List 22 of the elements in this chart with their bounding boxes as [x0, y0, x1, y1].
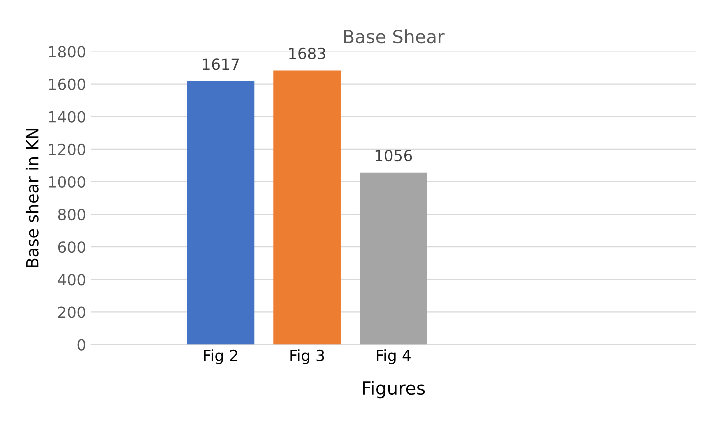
- y-tick-label: 1200: [49, 144, 86, 156]
- y-axis-title: Base shear in KN: [26, 129, 39, 268]
- y-tick-label: 1600: [49, 78, 86, 90]
- x-tick-label: Fig 2: [204, 350, 238, 364]
- chart-title: Base Shear: [344, 30, 445, 44]
- data-label: 1683: [290, 48, 326, 60]
- data-label: 1056: [376, 150, 412, 162]
- y-tick-label: 200: [58, 306, 86, 318]
- y-tick-label: 800: [58, 209, 86, 221]
- y-tick-label: 400: [58, 274, 86, 286]
- bar: [360, 172, 428, 345]
- x-axis-title: Figures: [363, 381, 426, 399]
- x-tick-label: Fig 3: [290, 350, 324, 364]
- x-tick-label: Fig 4: [377, 350, 411, 364]
- y-tick-label: 1400: [49, 111, 86, 123]
- y-tick-label: 1000: [49, 176, 86, 188]
- bar: [187, 82, 255, 345]
- y-tick-label: 1800: [49, 46, 86, 58]
- data-label: 1617: [203, 58, 240, 70]
- bar: [274, 70, 341, 345]
- y-tick-label: 600: [58, 242, 86, 254]
- y-tick-label: 0: [78, 339, 86, 351]
